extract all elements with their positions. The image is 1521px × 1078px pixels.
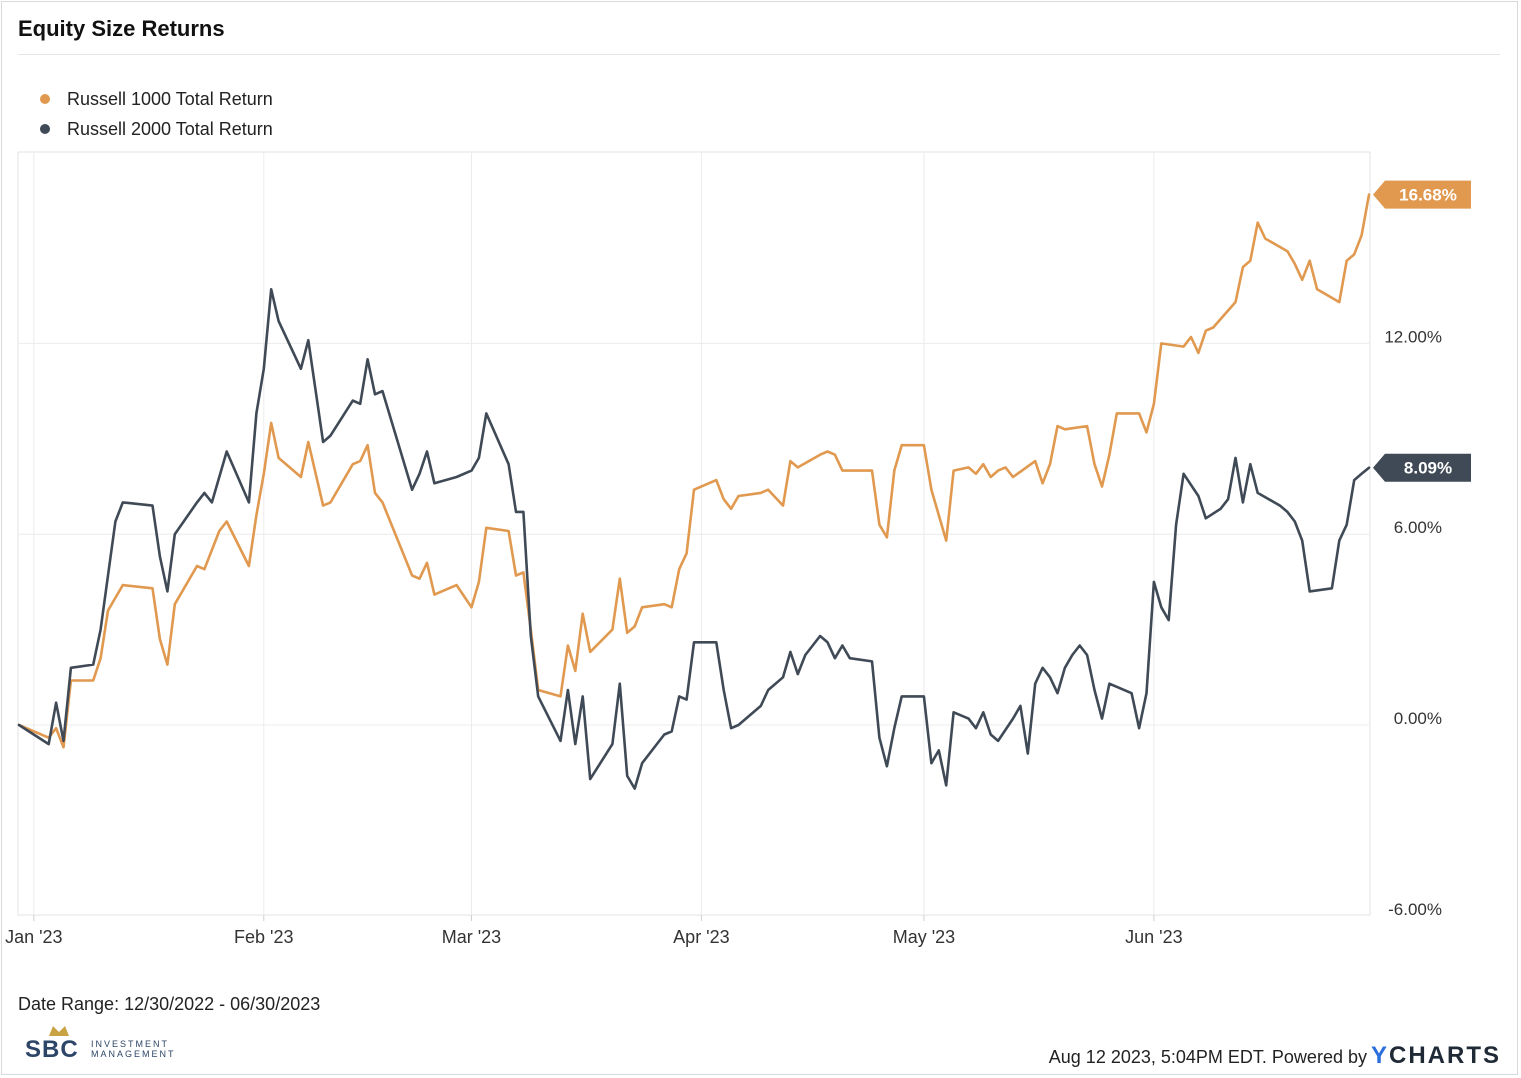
ycharts-rest: CHARTS [1389,1042,1501,1069]
end-label-text: 8.09% [1404,459,1452,478]
logo-line-1: INVESTMENT [91,1039,170,1049]
sbc-logo: SBC INVESTMENT MANAGEMENT [25,1022,195,1063]
y-tick-label: 6.00% [1394,518,1442,537]
y-tick-label: 12.00% [1384,327,1442,346]
ycharts-y: Y [1370,1042,1389,1069]
legend-label-russell-2000: Russell 2000 Total Return [67,118,273,139]
ycharts-logo[interactable]: YCHARTS [1371,1042,1501,1070]
title-divider [18,54,1500,55]
x-tick-label: May '23 [893,927,955,947]
x-tick-label: Jun '23 [1125,927,1182,947]
legend: Russell 1000 Total Return Russell 2000 T… [40,84,273,144]
gridlines [19,152,1369,915]
chart-title: Equity Size Returns [18,16,225,41]
end-label-text: 16.68% [1399,186,1457,205]
end-label-badge [1373,453,1471,482]
legend-item-russell-2000[interactable]: Russell 2000 Total Return [40,114,273,144]
crest-icon [49,1026,69,1036]
series-line-russell-1000-total-return[interactable] [17,193,1371,749]
plot-area [17,151,1371,916]
logo-letters: SBC [25,1036,79,1063]
y-axis: -6.00% 0.00% 6.00% 12.00% [1384,327,1442,918]
x-tick-label: Mar '23 [442,927,501,947]
legend-dot-russell-2000 [40,124,50,134]
y-tick-label: 0.00% [1394,709,1442,728]
y-tick-label: -6.00% [1388,900,1442,919]
timestamp-attribution: Aug 12 2023, 5:04PM EDT. Powered by YCHA… [1049,1042,1501,1070]
legend-label-russell-1000: Russell 1000 Total Return [67,88,273,109]
date-range: Date Range: 12/30/2022 - 06/30/2023 [18,994,321,1014]
end-label-badge [1373,180,1471,209]
end-labels: 16.68% 8.09% [1373,180,1471,482]
x-tick-label: Apr '23 [673,927,729,947]
series-line-russell-2000-total-return[interactable] [17,288,1371,790]
x-axis: Jan '23 Feb '23 Mar '23 Apr '23 May '23 Jun '… [5,915,1183,947]
logo-line-2: MANAGEMENT [91,1049,176,1059]
logo-subtitle: INVESTMENT MANAGEMENT [91,1039,176,1059]
series-lines [17,193,1371,790]
legend-dot-russell-1000 [40,94,50,104]
timestamp-text: Aug 12 2023, 5:04PM EDT. Powered by [1048,1047,1367,1067]
x-tick-label: Jan '23 [5,927,62,947]
legend-item-russell-1000[interactable]: Russell 1000 Total Return [40,84,273,114]
end-label-russell-1000-total-return: 16.68% [1373,180,1471,209]
end-label-russell-2000-total-return: 8.09% [1373,453,1471,482]
x-tick-label: Feb '23 [234,927,293,947]
